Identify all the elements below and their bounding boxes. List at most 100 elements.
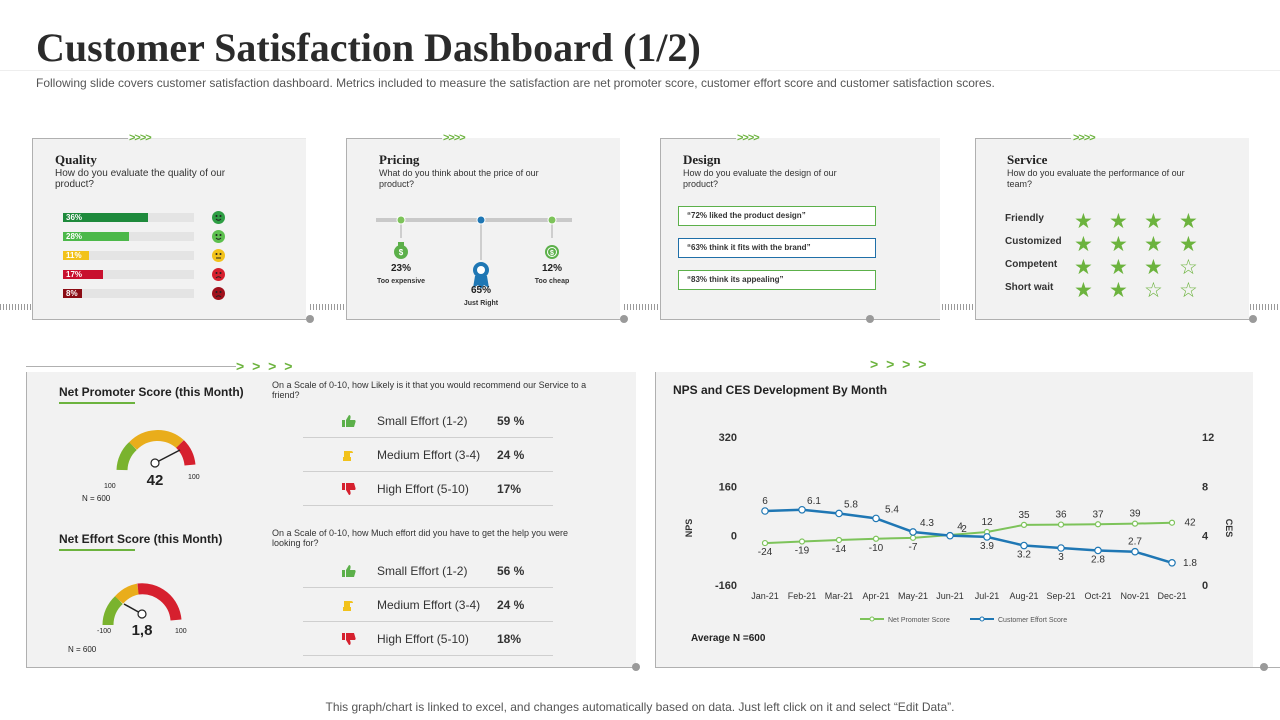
gauge-band-yellow (114, 583, 140, 604)
effort-percent: 17% (497, 482, 522, 496)
data-point-nps (798, 538, 806, 545)
gauge-band-green (102, 595, 123, 626)
effort-label: Small Effort (1-2) (377, 564, 468, 578)
data-label: 37 (1092, 509, 1104, 520)
thumbs-side-icon (341, 598, 357, 617)
pricing-card (346, 138, 620, 320)
star-filled-icon: ★ (1074, 233, 1093, 256)
effort-label: High Effort (5-10) (377, 632, 469, 646)
service-question: How do you evaluate the performance of o… (1007, 168, 1185, 189)
data-label: 39 (1129, 509, 1141, 520)
legend-label: Customer Effort Score (998, 617, 1067, 624)
star-filled-icon: ★ (1109, 256, 1128, 279)
x-tick-label: Aug-21 (1009, 591, 1038, 601)
x-tick-label: Apr-21 (862, 591, 889, 601)
effort-row: Medium Effort (3-4) 24 % (303, 438, 553, 472)
service-rating-label: Customized (1005, 236, 1062, 247)
star-filled-icon: ★ (1144, 210, 1163, 233)
data-label: 5.4 (885, 504, 899, 515)
score-panel (26, 372, 636, 668)
data-label: 3 (1058, 552, 1064, 563)
y2-tick-label: 12 (1202, 432, 1214, 444)
nps-gauge-mid-label: 100 (104, 483, 116, 490)
data-label: 2.7 (1128, 537, 1142, 548)
thumbs-down-icon (341, 482, 357, 501)
effort-label: Small Effort (1-2) (377, 414, 468, 428)
card-corner-dot (632, 663, 640, 671)
data-label: 4.3 (920, 518, 934, 529)
nes-title: Net Effort Score (this Month) (59, 532, 223, 546)
page-subtitle: Following slide covers customer satisfac… (36, 76, 995, 90)
quality-bar-track (63, 289, 194, 298)
card-corner-dot (306, 315, 314, 323)
chevron-arrows-icon: >>>> (443, 132, 466, 144)
data-point-ces (872, 514, 880, 523)
data-point-nps (1094, 521, 1102, 528)
data-point-ces (909, 528, 917, 536)
data-point-ces (1094, 546, 1102, 555)
nps-gauge-max-label: 100 (188, 474, 200, 481)
award-ribbon-icon (473, 262, 489, 289)
y2-tick-label: 4 (1202, 531, 1209, 543)
x-tick-label: Sep-21 (1046, 591, 1075, 601)
star-filled-icon: ★ (1179, 210, 1198, 233)
legend-marker (979, 616, 985, 622)
data-label: 3.2 (1017, 550, 1031, 561)
gauge-hub (150, 458, 160, 468)
data-point-nps (761, 539, 769, 547)
card-corner-dot (620, 315, 628, 323)
nes-title-underline (59, 549, 135, 551)
data-point-nps (1057, 521, 1065, 528)
pricing-title: Pricing (379, 152, 420, 167)
title-divider (0, 70, 1280, 71)
nes-gauge (102, 583, 182, 626)
quality-question: How do you evaluate the quality of our p… (55, 168, 226, 190)
effort-label: High Effort (5-10) (377, 482, 469, 496)
data-label: -14 (832, 544, 847, 555)
svg-text:$: $ (399, 248, 404, 257)
card-corner-dot (1249, 315, 1257, 323)
effort-percent: 56 % (497, 564, 525, 578)
data-label: -7 (909, 542, 918, 553)
chevron-arrows-icon: >>>> (129, 132, 152, 144)
quality-bar: 11% (63, 251, 89, 260)
effort-percent: 18% (497, 632, 522, 646)
data-label: 6 (762, 496, 768, 507)
gauge-band-yellow (129, 430, 184, 451)
money-bag-icon: $ (394, 242, 408, 259)
quality-bar: 36% (63, 213, 148, 222)
quality-card-border (32, 138, 128, 139)
quality-bar: 8% (63, 289, 82, 298)
design-card-border (660, 138, 736, 139)
data-label: 4 (957, 522, 963, 533)
thumbs-up-icon (341, 414, 357, 433)
y2-axis-label: CES (1224, 519, 1234, 538)
nes-gauge-min-label: -100 (97, 628, 112, 635)
effort-row: High Effort (5-10) 18% (303, 622, 553, 656)
effort-row: High Effort (5-10) 17% (303, 472, 553, 506)
effort-row: Small Effort (1-2) 59 % (303, 404, 553, 438)
data-point-ces (761, 507, 769, 515)
service-rating-list: Friendly ★ ★ ★ ★ Customized ★ ★ ★ ★ Competent ★ ★ ★ ☆ S… (1005, 211, 1205, 307)
thumbs-down-icon (341, 632, 357, 651)
y2-tick-label: 8 (1202, 481, 1208, 493)
service-title: Service (1007, 152, 1048, 167)
pricing-marker (396, 215, 406, 225)
data-label: -19 (795, 546, 810, 557)
design-question: How do you evaluate the design of our pr… (683, 168, 837, 189)
gauge-band-red (137, 583, 182, 621)
svg-text:$: $ (550, 250, 554, 257)
data-point-nps (909, 534, 917, 541)
pricing-cheap-pct: 12% (541, 263, 562, 274)
quality-bar-track (63, 251, 194, 260)
data-point-nps (1131, 520, 1139, 527)
divider-hatch (310, 304, 346, 310)
gauge-needle (154, 449, 181, 464)
divider-hatch (0, 304, 32, 310)
nps-sample-size: N = 600 (82, 494, 111, 503)
pricing-scale: $ $ (376, 215, 572, 289)
design-stat-brand-fit: “63% think it fits with the brand” (678, 238, 876, 258)
quality-bar: 17% (63, 270, 103, 279)
nps-ces-line-chart: -160 0 160 320 0 4 8 12 Jan-21 Feb-21 Mar-21 Apr-21… (684, 432, 1234, 624)
data-label: 5.8 (844, 499, 858, 510)
